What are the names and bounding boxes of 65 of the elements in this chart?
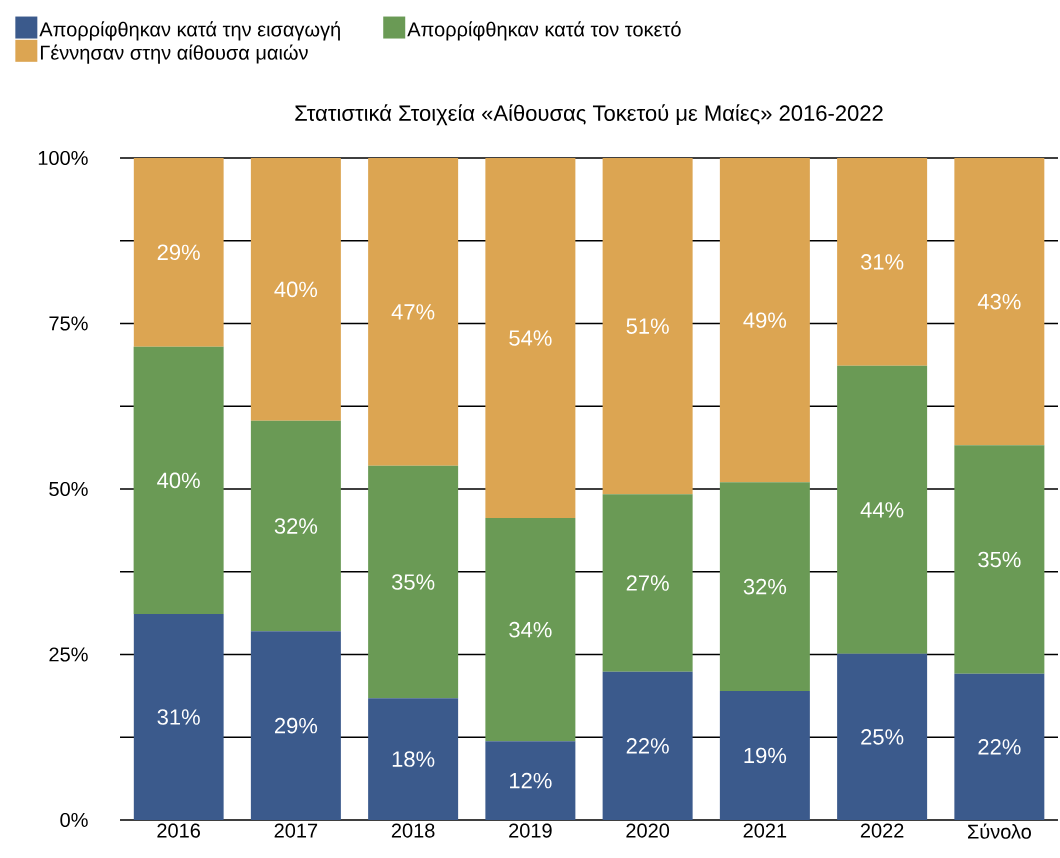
data-label: 35% [391,574,435,590]
legend-label: Απορρίφθηκαν κατά την εισαγωγή [39,21,340,41]
bar [719,482,810,691]
data-label: 32% [274,518,318,534]
bar [837,157,928,366]
data-label: 31% [157,709,200,725]
x-tick-label: 2020 [626,823,670,838]
data-label: 27% [626,575,669,591]
y-tick-label: 75% [49,316,88,331]
bar [133,614,224,820]
x-tick-label: 2019 [509,823,552,838]
data-label: 40% [274,281,318,298]
data-label: 51% [626,318,669,334]
legend-label: Γέννησαν στην αίθουσα μαιών [40,44,308,64]
bar [368,157,459,466]
data-label: 49% [743,312,787,328]
bar [368,465,459,699]
data-label: 40% [157,472,200,489]
data-label: 31% [860,254,904,270]
x-tick-label: 2016 [157,823,200,838]
data-label: 18% [392,751,435,767]
data-label: 29% [157,244,200,261]
bar [368,698,459,820]
bar [954,673,1045,820]
data-label: 25% [861,729,904,745]
data-label: 12% [510,772,552,789]
x-tick-label: 2022 [860,823,904,838]
data-label: 54% [509,330,552,346]
data-label: 22% [626,738,669,754]
y-tick-label: 25% [49,647,88,662]
bar [133,157,224,347]
data-label: 47% [391,304,435,320]
bar [485,157,576,519]
bar [719,690,810,820]
bar [250,631,341,820]
bar [954,157,1045,446]
data-label: 43% [977,293,1021,310]
data-label: 29% [274,717,318,734]
x-tick-label: 2018 [391,823,435,838]
bar [485,741,576,820]
data-label: 34% [509,621,552,638]
bar [837,653,928,820]
bar [954,445,1045,674]
bar [250,157,341,421]
data-label: 32% [743,578,787,595]
bar [837,365,928,654]
bar [719,157,810,483]
x-tick-label: 2021 [743,823,787,838]
x-tick-label: Σύνολο [967,823,1031,839]
bar [602,157,693,495]
bar [602,671,693,820]
data-label: 19% [744,747,787,764]
bar [485,518,576,742]
y-tick-label: 100% [38,150,88,166]
chart-title: Στατιστικά Στοιχεία «Αίθουσας Τοκετού με Μαίες» 2016-2022 [295,104,883,126]
bar [250,420,341,632]
bar [133,346,224,615]
data-label: 35% [978,551,1021,568]
y-tick-label: 50% [49,481,88,497]
legend-label: Απορρίφθηκαν κατά τον τοκετό [407,21,681,41]
x-tick-label: 2017 [274,823,318,838]
data-label: 44% [860,502,904,518]
bar [602,494,693,672]
y-tick-label: 0% [60,812,88,828]
data-label: 22% [978,739,1021,755]
